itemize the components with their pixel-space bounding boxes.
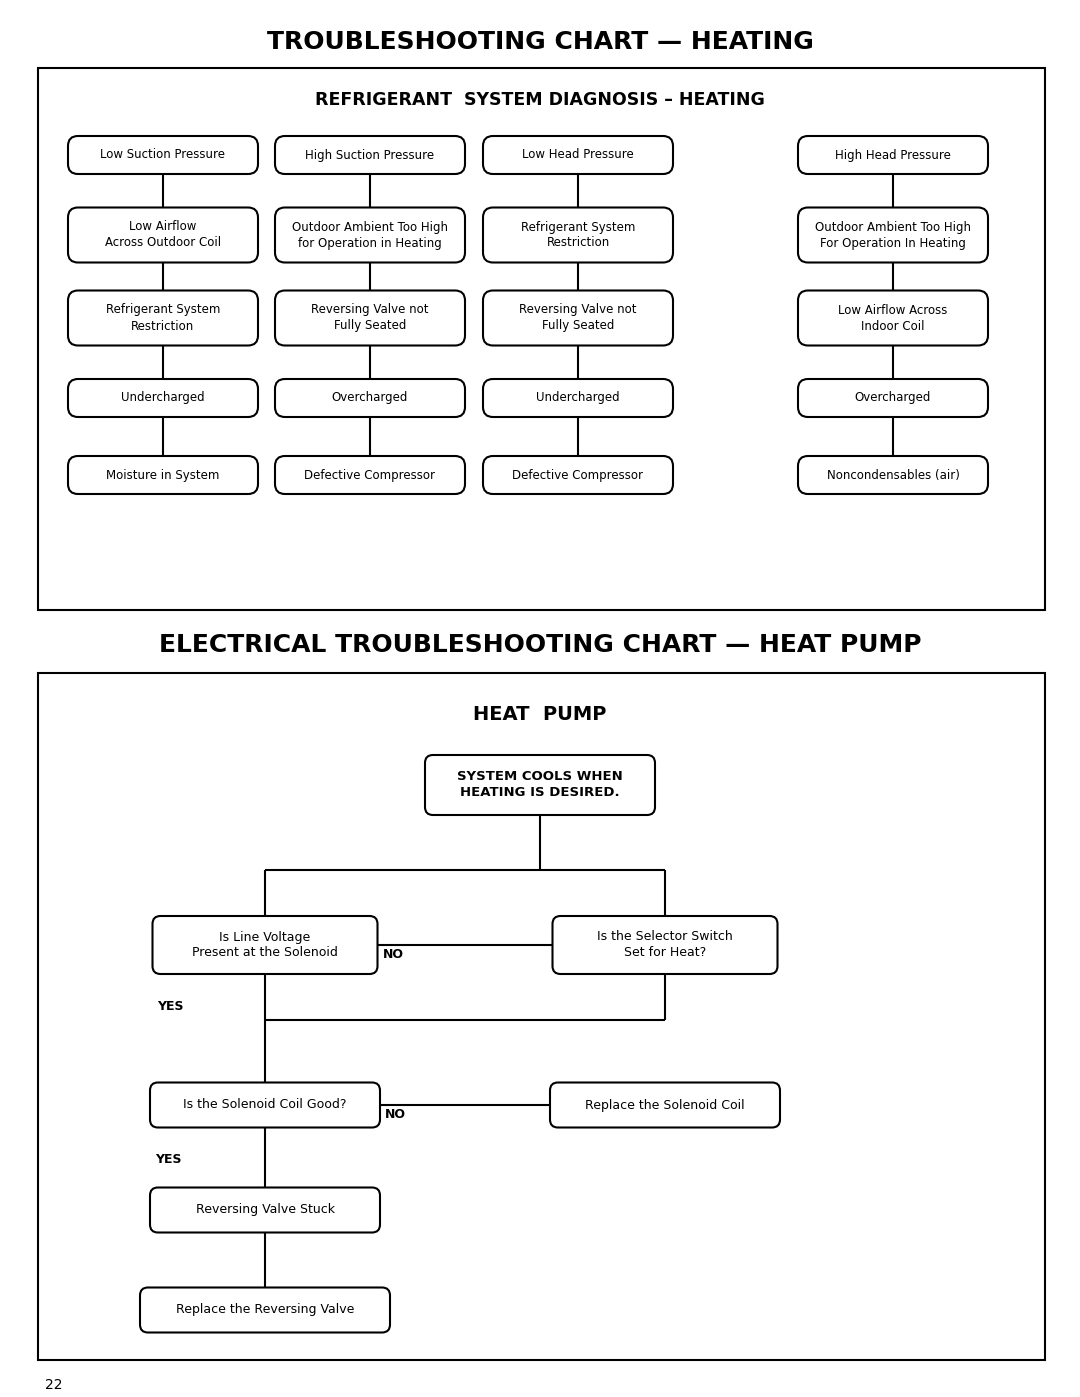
Text: Replace the Solenoid Coil: Replace the Solenoid Coil <box>585 1098 745 1112</box>
FancyBboxPatch shape <box>68 208 258 263</box>
FancyBboxPatch shape <box>483 136 673 175</box>
FancyBboxPatch shape <box>426 754 654 814</box>
Text: NO: NO <box>384 1108 406 1122</box>
FancyBboxPatch shape <box>483 208 673 263</box>
Text: Low Airflow
Across Outdoor Coil: Low Airflow Across Outdoor Coil <box>105 221 221 250</box>
FancyBboxPatch shape <box>550 1083 780 1127</box>
Text: Low Airflow Across
Indoor Coil: Low Airflow Across Indoor Coil <box>838 303 947 332</box>
FancyBboxPatch shape <box>798 208 988 263</box>
Text: Reversing Valve not
Fully Seated: Reversing Valve not Fully Seated <box>519 303 637 332</box>
Text: Undercharged: Undercharged <box>536 391 620 405</box>
FancyBboxPatch shape <box>150 1187 380 1232</box>
Text: REFRIGERANT  SYSTEM DIAGNOSIS – HEATING: REFRIGERANT SYSTEM DIAGNOSIS – HEATING <box>315 91 765 109</box>
Text: 22: 22 <box>45 1377 63 1391</box>
FancyBboxPatch shape <box>68 291 258 345</box>
Text: HEAT  PUMP: HEAT PUMP <box>473 705 607 725</box>
Text: Outdoor Ambient Too High
for Operation in Heating: Outdoor Ambient Too High for Operation i… <box>292 221 448 250</box>
FancyBboxPatch shape <box>150 1083 380 1127</box>
FancyBboxPatch shape <box>68 379 258 416</box>
Text: Reversing Valve not
Fully Seated: Reversing Valve not Fully Seated <box>311 303 429 332</box>
FancyBboxPatch shape <box>483 455 673 495</box>
FancyBboxPatch shape <box>68 455 258 495</box>
Text: ELECTRICAL TROUBLESHOOTING CHART — HEAT PUMP: ELECTRICAL TROUBLESHOOTING CHART — HEAT … <box>159 633 921 657</box>
FancyBboxPatch shape <box>68 136 258 175</box>
Text: Replace the Reversing Valve: Replace the Reversing Valve <box>176 1303 354 1316</box>
Text: Reversing Valve Stuck: Reversing Valve Stuck <box>195 1203 335 1217</box>
FancyBboxPatch shape <box>275 136 465 175</box>
Bar <box>38 673 1045 1361</box>
Text: Low Suction Pressure: Low Suction Pressure <box>100 148 226 162</box>
FancyBboxPatch shape <box>483 379 673 416</box>
Bar <box>38 68 1045 610</box>
Text: High Suction Pressure: High Suction Pressure <box>306 148 434 162</box>
Text: YES: YES <box>156 1153 181 1166</box>
Text: Moisture in System: Moisture in System <box>106 468 219 482</box>
FancyBboxPatch shape <box>798 379 988 416</box>
Text: Low Head Pressure: Low Head Pressure <box>522 148 634 162</box>
Text: Refrigerant System
Restriction: Refrigerant System Restriction <box>106 303 220 332</box>
Text: Refrigerant System
Restriction: Refrigerant System Restriction <box>521 221 635 250</box>
Text: Noncondensables (air): Noncondensables (air) <box>826 468 959 482</box>
FancyBboxPatch shape <box>798 136 988 175</box>
Text: Undercharged: Undercharged <box>121 391 205 405</box>
FancyBboxPatch shape <box>152 916 378 974</box>
Text: YES: YES <box>158 999 184 1013</box>
Text: SYSTEM COOLS WHEN
HEATING IS DESIRED.: SYSTEM COOLS WHEN HEATING IS DESIRED. <box>457 771 623 799</box>
Text: Is Line Voltage
Present at the Solenoid: Is Line Voltage Present at the Solenoid <box>192 930 338 960</box>
Text: NO: NO <box>382 949 404 961</box>
FancyBboxPatch shape <box>553 916 778 974</box>
Text: Is the Selector Switch
Set for Heat?: Is the Selector Switch Set for Heat? <box>597 930 733 960</box>
FancyBboxPatch shape <box>140 1288 390 1333</box>
Text: Defective Compressor: Defective Compressor <box>513 468 644 482</box>
FancyBboxPatch shape <box>275 455 465 495</box>
FancyBboxPatch shape <box>275 291 465 345</box>
FancyBboxPatch shape <box>483 291 673 345</box>
Text: Defective Compressor: Defective Compressor <box>305 468 435 482</box>
Text: TROUBLESHOOTING CHART — HEATING: TROUBLESHOOTING CHART — HEATING <box>267 29 813 54</box>
FancyBboxPatch shape <box>275 208 465 263</box>
Text: Overcharged: Overcharged <box>854 391 931 405</box>
Text: High Head Pressure: High Head Pressure <box>835 148 950 162</box>
FancyBboxPatch shape <box>275 379 465 416</box>
FancyBboxPatch shape <box>798 291 988 345</box>
Text: Is the Solenoid Coil Good?: Is the Solenoid Coil Good? <box>184 1098 347 1112</box>
FancyBboxPatch shape <box>798 455 988 495</box>
Text: Outdoor Ambient Too High
For Operation In Heating: Outdoor Ambient Too High For Operation I… <box>815 221 971 250</box>
Text: Overcharged: Overcharged <box>332 391 408 405</box>
